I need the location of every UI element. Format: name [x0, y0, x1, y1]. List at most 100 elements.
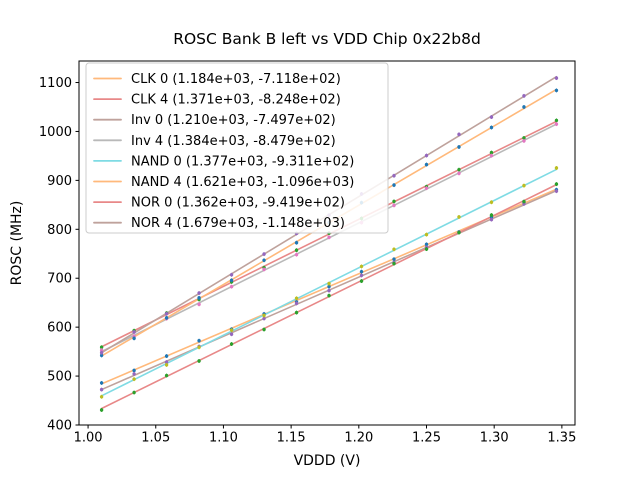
legend-label-inv-0: Inv 0 (1.210e+03, -7.497e+02) — [131, 113, 336, 128]
data-point — [392, 203, 396, 208]
data-point — [554, 88, 559, 93]
data-point — [359, 279, 364, 283]
data-point — [197, 291, 201, 295]
data-point — [294, 310, 299, 315]
data-point — [489, 150, 494, 155]
data-point — [132, 390, 136, 395]
data-point — [99, 408, 104, 412]
data-point — [554, 118, 559, 123]
y-tick-label: 500 — [47, 370, 72, 385]
data-point — [457, 215, 461, 219]
data-point — [99, 387, 104, 392]
data-point — [424, 153, 429, 158]
data-point — [489, 125, 494, 130]
data-point — [489, 153, 494, 158]
x-tick-label: 1.00 — [74, 431, 103, 446]
data-point — [262, 258, 266, 262]
data-point — [229, 328, 234, 332]
y-axis-label: ROSC (MHz) — [9, 201, 25, 286]
y-tick-label: 1100 — [39, 76, 72, 91]
data-point — [262, 252, 266, 256]
data-point — [424, 232, 429, 237]
x-axis-label: VDDD (V) — [294, 453, 361, 469]
data-point — [392, 183, 396, 187]
data-point — [489, 217, 494, 222]
data-point — [164, 316, 169, 320]
data-point — [327, 284, 331, 289]
data-point — [489, 200, 494, 204]
data-point — [164, 312, 169, 316]
data-point — [327, 293, 331, 298]
data-point — [424, 186, 429, 190]
data-point — [197, 296, 201, 300]
legend-label-nor-4: NOR 4 (1.679e+03, -1.148e+03) — [131, 216, 345, 231]
data-point — [294, 241, 299, 245]
data-point — [554, 182, 559, 186]
data-point — [359, 273, 364, 278]
data-point — [522, 139, 526, 143]
data-point — [489, 213, 494, 217]
data-point — [294, 301, 299, 306]
data-point — [522, 105, 526, 109]
y-tick-label: 600 — [47, 321, 72, 336]
data-point — [392, 247, 396, 252]
data-point — [457, 167, 461, 172]
data-point — [457, 132, 461, 137]
data-point — [99, 353, 104, 358]
data-point — [457, 230, 461, 235]
data-point — [262, 327, 266, 332]
data-point — [359, 264, 364, 269]
data-point — [197, 345, 201, 350]
legend-label-nand-4: NAND 4 (1.621e+03, -1.096e+03) — [131, 175, 354, 190]
data-point — [99, 345, 104, 349]
data-point — [132, 330, 136, 334]
chart-title: ROSC Bank B left vs VDD Chip 0x22b8d — [173, 30, 481, 48]
y-tick-label: 800 — [47, 223, 72, 238]
data-point — [489, 115, 494, 119]
data-point — [294, 252, 299, 257]
data-point — [262, 316, 266, 321]
legend-label-nor-0: NOR 0 (1.362e+03, -9.419e+02) — [131, 196, 345, 211]
data-point — [522, 94, 526, 98]
data-point — [132, 372, 136, 376]
data-point — [554, 76, 559, 80]
x-tick-label: 1.25 — [412, 431, 441, 446]
legend-label-inv-4: Inv 4 (1.384e+03, -8.479e+02) — [131, 134, 336, 149]
plot-spines — [78, 60, 576, 426]
y-tick-label: 400 — [47, 419, 72, 434]
data-point — [262, 267, 266, 272]
data-point — [99, 350, 104, 355]
data-point — [522, 183, 526, 188]
data-point — [294, 296, 299, 300]
data-point — [229, 332, 234, 336]
y-tick-label: 900 — [47, 174, 72, 189]
x-tick-label: 1.30 — [480, 431, 509, 446]
data-point — [229, 284, 234, 289]
legend-box — [85, 62, 389, 234]
data-point — [554, 122, 559, 126]
generated-plot-group: 1.00 1.05 1.10 1.15 1.20 1.25 1.30 1.35 400 500 60… — [39, 60, 576, 446]
data-point — [424, 242, 429, 247]
data-point — [132, 368, 136, 373]
legend-label-clk-0: CLK 0 (1.184e+03, -7.118e+02) — [131, 72, 341, 87]
data-point — [197, 302, 201, 307]
data-point — [164, 373, 169, 378]
data-point — [229, 278, 234, 282]
y-tick-label: 1000 — [39, 125, 72, 140]
data-point — [99, 348, 104, 352]
data-point — [229, 273, 234, 277]
data-point — [132, 377, 136, 381]
data-point — [294, 248, 299, 252]
data-point — [554, 189, 559, 193]
data-point — [99, 381, 104, 385]
legend-label-clk-4: CLK 4 (1.371e+03, -8.248e+02) — [131, 93, 341, 108]
data-point — [327, 288, 331, 293]
data-point — [424, 247, 429, 251]
data-point — [522, 199, 526, 204]
data-point — [424, 162, 429, 167]
data-point — [457, 145, 461, 149]
data-point — [164, 363, 169, 367]
x-tick-label: 1.15 — [277, 431, 306, 446]
data-point — [392, 174, 396, 178]
